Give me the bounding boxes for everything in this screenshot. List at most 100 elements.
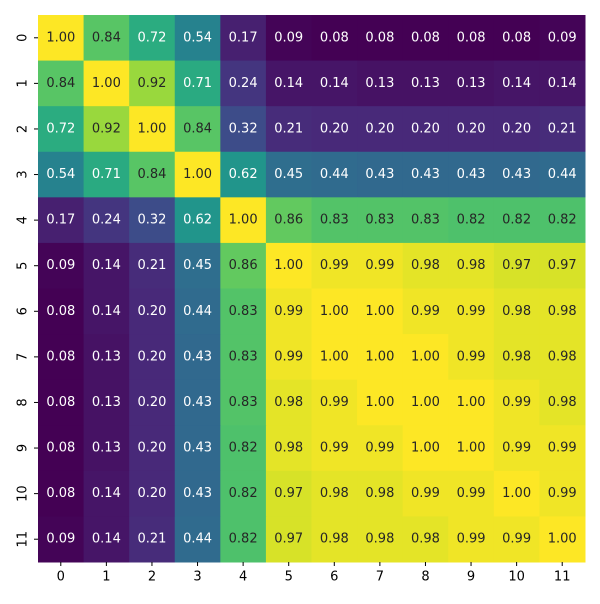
cell-label: 0.97 — [274, 532, 303, 547]
heatmap-cell — [311, 197, 358, 244]
cell-label: 0.86 — [274, 213, 303, 228]
cell-label: 0.82 — [229, 486, 258, 501]
heatmap-cell — [539, 288, 586, 335]
cell-label: 0.20 — [457, 121, 486, 136]
heatmap-cell — [357, 106, 404, 153]
heatmap-cell — [174, 334, 221, 381]
cell-label: 0.20 — [137, 349, 166, 364]
heatmap-cell — [129, 60, 176, 107]
heatmap-cell — [402, 425, 449, 472]
cell-label: 1.00 — [548, 532, 577, 547]
cell-label: 0.99 — [457, 349, 486, 364]
heatmap-cell — [83, 242, 130, 289]
heatmap-cell — [402, 470, 449, 517]
cell-label: 0.24 — [92, 213, 121, 228]
cell-label: 1.00 — [365, 395, 394, 410]
cell-label: 0.71 — [92, 167, 121, 182]
cell-label: 0.98 — [365, 486, 394, 501]
heatmap-cell — [129, 106, 176, 153]
cell-label: 0.98 — [457, 258, 486, 273]
cell-label: 0.99 — [320, 258, 349, 273]
heatmap-cell — [493, 242, 540, 289]
heatmap-cell — [539, 425, 586, 472]
heatmap-cell — [357, 288, 404, 335]
cell-label: 0.99 — [502, 395, 531, 410]
cell-label: 0.13 — [92, 395, 121, 410]
cell-label: 1.00 — [320, 304, 349, 319]
cell-label: 0.72 — [137, 30, 166, 45]
heatmap-cell — [83, 288, 130, 335]
heatmap-cell — [174, 288, 221, 335]
heatmap-cell — [493, 106, 540, 153]
cell-label: 0.83 — [320, 213, 349, 228]
cell-label: 0.98 — [502, 349, 531, 364]
heatmap-cell — [38, 288, 85, 335]
heatmap-cell — [265, 197, 312, 244]
heatmap-cell — [539, 60, 586, 107]
cell-label: 0.99 — [411, 486, 440, 501]
cell-label: 0.83 — [229, 304, 258, 319]
cell-label: 0.14 — [502, 76, 531, 91]
heatmap-cell — [174, 106, 221, 153]
cell-label: 0.98 — [548, 395, 577, 410]
heatmap-cell — [311, 60, 358, 107]
heatmap-cell — [38, 242, 85, 289]
cell-label: 0.20 — [320, 121, 349, 136]
heatmap-cell — [220, 470, 267, 517]
cell-label: 1.00 — [320, 349, 349, 364]
cell-label: 0.82 — [457, 213, 486, 228]
cell-label: 0.98 — [548, 304, 577, 319]
heatmap-cell — [448, 516, 495, 563]
cell-label: 0.99 — [457, 486, 486, 501]
heatmap-cell — [311, 242, 358, 289]
cell-label: 0.09 — [274, 30, 303, 45]
heatmap-cell — [174, 470, 221, 517]
cell-label: 0.62 — [229, 167, 258, 182]
y-tick-label: 3 — [16, 170, 31, 178]
cell-label: 0.99 — [502, 441, 531, 456]
cell-label: 0.08 — [411, 30, 440, 45]
heatmap-cell — [129, 151, 176, 198]
cell-label: 0.98 — [365, 532, 394, 547]
heatmap-cell — [493, 288, 540, 335]
heatmap-cell — [38, 197, 85, 244]
cell-label: 0.98 — [548, 349, 577, 364]
cell-label: 0.08 — [46, 304, 75, 319]
heatmap-cell — [448, 334, 495, 381]
cell-label: 0.86 — [229, 258, 258, 273]
cell-label: 0.99 — [457, 532, 486, 547]
cell-label: 0.83 — [365, 213, 394, 228]
y-tick-label: 4 — [16, 216, 31, 224]
heatmap-cell — [220, 106, 267, 153]
heatmap-cell — [220, 242, 267, 289]
heatmap-cell — [448, 379, 495, 426]
x-tick-label: 8 — [421, 570, 429, 585]
y-tick-label: 6 — [16, 307, 31, 315]
heatmap-cell — [220, 425, 267, 472]
cell-label: 0.43 — [457, 167, 486, 182]
heatmap-cell — [38, 516, 85, 563]
heatmap-cell — [357, 425, 404, 472]
cell-label: 0.97 — [502, 258, 531, 273]
x-tick-label: 2 — [148, 570, 156, 585]
heatmap-cell — [493, 470, 540, 517]
cell-label: 0.20 — [137, 395, 166, 410]
cell-label: 0.71 — [183, 76, 212, 91]
heatmap-cell — [220, 288, 267, 335]
cell-label: 0.44 — [320, 167, 349, 182]
heatmap-cell — [83, 15, 130, 62]
cell-label: 0.99 — [548, 441, 577, 456]
heatmap-cell — [265, 379, 312, 426]
cell-label: 1.00 — [411, 395, 440, 410]
heatmap-cell — [220, 379, 267, 426]
heatmap-cell — [402, 288, 449, 335]
y-tick-label: 8 — [16, 398, 31, 406]
heatmap-cell — [448, 151, 495, 198]
cell-label: 0.44 — [548, 167, 577, 182]
cell-label: 0.45 — [274, 167, 303, 182]
heatmap-cell — [539, 470, 586, 517]
cell-label: 0.08 — [502, 30, 531, 45]
x-tick-label: 6 — [330, 570, 338, 585]
heatmap-cell — [539, 516, 586, 563]
cell-label: 0.21 — [137, 258, 166, 273]
